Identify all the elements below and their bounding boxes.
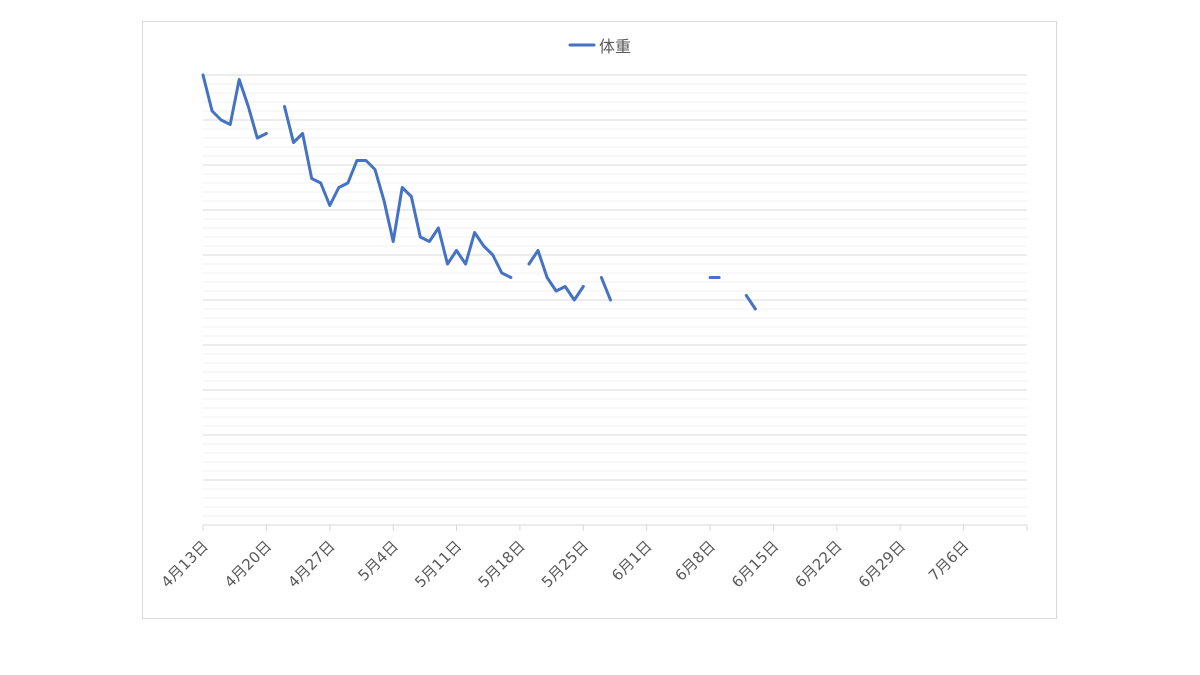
legend-label: 体重: [599, 37, 631, 56]
x-tick-label: 4月27日: [284, 537, 338, 591]
series-line-segment: [744, 294, 757, 311]
x-tick-label: 6月22日: [791, 537, 845, 591]
x-tick-label: 5月11日: [411, 537, 465, 591]
series-line-segment: [527, 249, 585, 302]
x-tick-label: 4月13日: [158, 537, 212, 591]
x-tick-label: 5月18日: [475, 537, 529, 591]
chart-area: 4月13日 4月20日 4月27日 5月4日 5月11日 5月18日 5月25日 6月1日 6月…: [142, 21, 1057, 619]
x-tick-label: 6月15日: [728, 537, 782, 591]
series-line-segment: [599, 276, 612, 302]
x-axis: 4月13日 4月20日 4月27日 5月4日 5月11日 5月18日 5月25日 6月1日 6月…: [158, 524, 1028, 591]
x-tick-label: 5月4日: [355, 537, 402, 584]
x-tick-label: 5月25日: [538, 537, 592, 591]
series-line-segment: [201, 73, 268, 140]
x-tick-label: 6月8日: [671, 537, 718, 584]
line-chart: 4月13日 4月20日 4月27日 5月4日 5月11日 5月18日 5月25日 6月1日 6月…: [158, 37, 1028, 591]
series-line-segment: [283, 105, 513, 279]
x-tick-label: 7月6日: [925, 537, 972, 584]
x-tick-label: 6月29日: [855, 537, 909, 591]
legend: 体重: [568, 37, 631, 56]
x-tick-label: 6月1日: [608, 537, 655, 584]
series-weight: [201, 73, 757, 311]
gridlines: [203, 74, 1027, 517]
x-tick-label: 4月20日: [221, 537, 275, 591]
